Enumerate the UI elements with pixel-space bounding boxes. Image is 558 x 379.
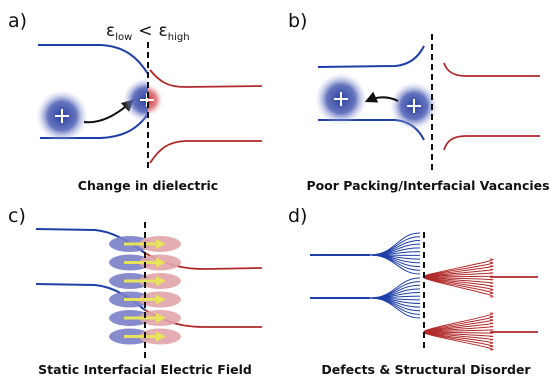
- disorder-level-line: [369, 239, 421, 256]
- energy-curve-upper-left: [317, 45, 425, 68]
- charge-blob-left: [315, 73, 367, 125]
- disorder-fan-red-upper: [423, 258, 494, 298]
- panel-a-caption: Change in dielectric: [78, 178, 218, 193]
- panel-b: b) Poor Packing/Interfacial Vacancies: [288, 10, 550, 193]
- field-arrow-head: [156, 331, 166, 342]
- field-arrow-head: [156, 294, 166, 305]
- field-arrow-head: [156, 276, 166, 286]
- panel-c-label: c): [8, 205, 26, 227]
- panel-c-caption: Static Interfacial Electric Field: [38, 362, 252, 377]
- disorder-fan-blue-lower: [369, 277, 421, 319]
- panel-a: a) εlow < εhigh Change in dielectric: [8, 10, 263, 193]
- dipole-stack: [109, 236, 181, 345]
- dipole: [109, 328, 181, 345]
- charge-blob-left: [36, 90, 88, 142]
- dipole: [109, 310, 181, 326]
- field-arrow-head: [156, 313, 166, 323]
- panel-d-caption: Defects & Structural Disorder: [321, 362, 531, 377]
- dipole: [109, 291, 181, 308]
- disorder-level-line: [423, 275, 494, 278]
- energy-curve-lower-right: [149, 140, 262, 164]
- field-arrow-head: [156, 257, 166, 268]
- panel-b-label: b): [288, 10, 307, 32]
- dipole: [109, 254, 181, 271]
- panel-d: d) Defects & Structural Disorder: [288, 205, 538, 377]
- return-arrow: [364, 91, 399, 103]
- panel-c: c) Static Interfacial Electric Field: [8, 205, 263, 377]
- energy-curve-upper-right: [443, 62, 540, 77]
- disorder-fan-red-lower: [423, 312, 494, 351]
- energy-curve-upper-left: [38, 44, 149, 75]
- epsilon-relation-label: εlow < εhigh: [106, 21, 190, 43]
- disorder-level-line: [369, 254, 421, 275]
- panel-a-label: a): [8, 10, 27, 32]
- panel-b-caption: Poor Packing/Interfacial Vacancies: [306, 178, 549, 193]
- energy-curve-upper-right: [149, 69, 263, 88]
- panel-d-label: d): [288, 205, 307, 227]
- charge-blob-interface: [390, 82, 438, 130]
- field-arrow-head: [156, 239, 166, 249]
- dipole: [109, 273, 181, 289]
- charge-blob-interface: [123, 78, 163, 122]
- dipole: [109, 236, 181, 252]
- disorder-level-line: [369, 297, 421, 319]
- disorder-fan-blue-upper: [369, 232, 421, 275]
- energy-curve-lower-right: [443, 135, 540, 151]
